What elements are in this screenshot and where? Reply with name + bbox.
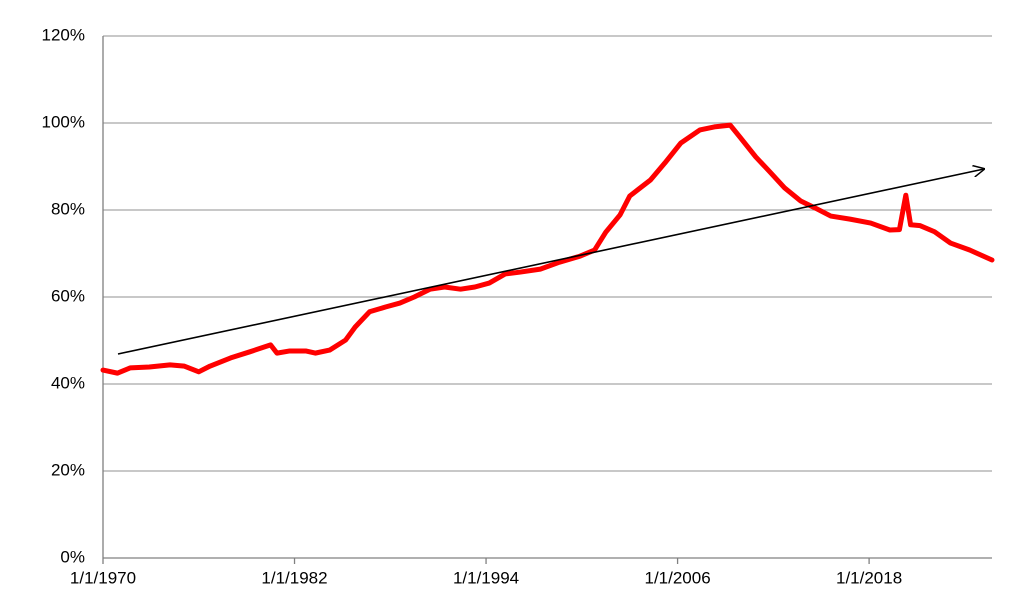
y-tick-label: 120% — [42, 25, 85, 44]
y-tick-label: 0% — [60, 547, 85, 566]
x-tick-label: 1/1/2018 — [836, 568, 902, 587]
x-tick-label: 1/1/1970 — [70, 568, 136, 587]
y-tick-label: 80% — [51, 199, 85, 218]
grid: 0% 20% 40% 60% 80% 100% 120% 1/1/1970 1/1/1982 1/… — [42, 25, 992, 587]
trend-arrow — [117, 169, 984, 355]
x-tick-label: 1/1/1982 — [261, 568, 327, 587]
x-tick-label: 1/1/2006 — [644, 568, 710, 587]
y-tick-label: 40% — [51, 373, 85, 392]
y-tick-label: 100% — [42, 112, 85, 131]
y-tick-label: 20% — [51, 460, 85, 479]
x-tick-label: 1/1/1994 — [453, 568, 519, 587]
data-line — [100, 122, 995, 376]
plot — [100, 122, 995, 376]
y-tick-label: 60% — [51, 286, 85, 305]
